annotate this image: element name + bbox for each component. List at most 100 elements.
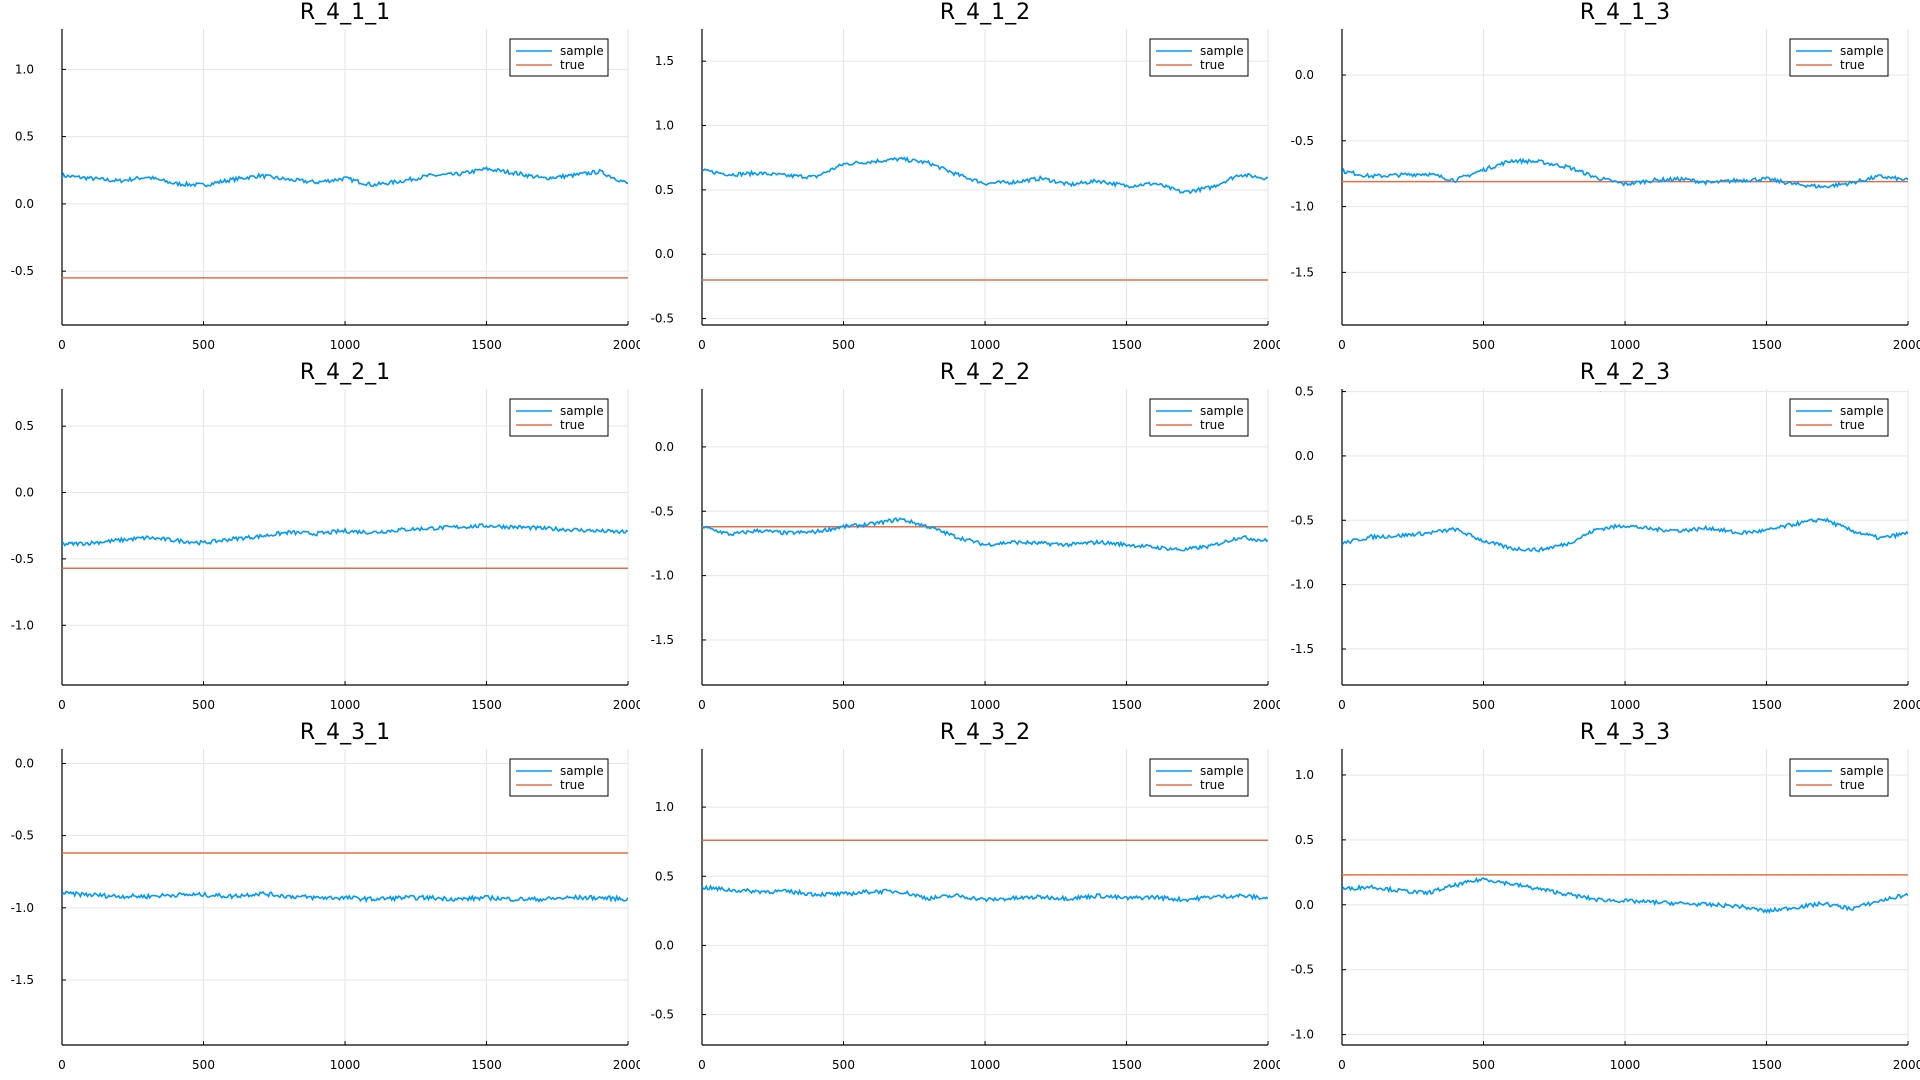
y-tick-label: 0.0: [655, 247, 674, 261]
x-tick-label: 2000: [1893, 338, 1920, 352]
x-tick-label: 0: [1338, 1058, 1346, 1072]
x-tick-label: 1000: [970, 698, 1001, 712]
legend-sample-label: sample: [560, 44, 604, 58]
x-tick-label: 1500: [1111, 1058, 1142, 1072]
x-tick-label: 500: [832, 338, 855, 352]
sample-series-line: [702, 156, 1268, 195]
sample-series-line: [702, 517, 1268, 552]
y-tick-label: 0.5: [655, 869, 674, 883]
legend-box: [509, 38, 609, 77]
y-tick-label: -0.5: [11, 264, 34, 278]
y-tick-label: 1.0: [655, 800, 674, 814]
x-tick-label: 2000: [1253, 698, 1280, 712]
x-tick-label: 2000: [1893, 698, 1920, 712]
legend-true-label: true: [1840, 778, 1865, 792]
x-tick-label: 1000: [330, 1058, 361, 1072]
subplot-title: R_4_1_1: [300, 0, 390, 25]
x-tick-label: 0: [698, 698, 706, 712]
y-tick-label: -1.0: [1291, 578, 1314, 592]
legend-box: [1789, 398, 1889, 437]
y-tick-label: -1.5: [651, 633, 674, 647]
y-tick-label: 0.5: [15, 130, 34, 144]
y-tick-label: 0.5: [655, 183, 674, 197]
legend-sample-label: sample: [1840, 404, 1884, 418]
sample-series-line: [62, 523, 628, 548]
legend-box: [1789, 38, 1889, 77]
y-tick-label: -1.0: [1291, 1028, 1314, 1042]
legend-box: [1789, 758, 1889, 797]
y-tick-label: 1.0: [655, 119, 674, 133]
y-tick-label: 0.5: [1295, 833, 1314, 847]
y-tick-label: -0.5: [11, 829, 34, 843]
sample-series-line: [1342, 157, 1908, 189]
x-tick-label: 500: [1472, 1058, 1495, 1072]
legend-sample-label: sample: [1200, 404, 1244, 418]
x-tick-label: 1000: [330, 698, 361, 712]
x-tick-label: 1500: [471, 698, 502, 712]
y-tick-label: 0.0: [1295, 898, 1314, 912]
legend-box: [1149, 38, 1249, 77]
legend-true-label: true: [1200, 778, 1225, 792]
x-tick-label: 1000: [970, 338, 1001, 352]
subplot-r-4-1-1: R_4_1_1 0 500 1000 1500 2000 -0.5 0.0 0.5 1.0 samp…: [0, 0, 640, 360]
y-tick-label: -0.5: [651, 1008, 674, 1022]
subplot-r-4-2-3: R_4_2_3 0 500 1000 1500 2000 -1.5 -1.0 -0.5 0.0 0.…: [1280, 360, 1920, 720]
x-tick-label: 1500: [1751, 338, 1782, 352]
legend-box: [509, 758, 609, 797]
legend-true-label: true: [1200, 418, 1225, 432]
y-tick-label: 1.5: [655, 54, 674, 68]
y-tick-label: 1.0: [15, 62, 34, 76]
y-tick-label: -1.0: [11, 901, 34, 915]
x-tick-label: 1500: [471, 1058, 502, 1072]
x-tick-label: 1000: [330, 338, 361, 352]
x-tick-label: 1500: [1111, 338, 1142, 352]
sample-series-line: [62, 890, 628, 904]
legend-box: [1149, 758, 1249, 797]
subplot-svg: R_4_1_3 0 500 1000 1500 2000 -1.5 -1.0 -0.5 0.0 sa…: [1291, 0, 1920, 352]
y-tick-label: 0.0: [15, 756, 34, 770]
subplot-svg: R_4_3_2 0 500 1000 1500 2000 -0.5 0.0 0.5 1.0 samp…: [651, 720, 1280, 1072]
subplot-r-4-3-3: R_4_3_3 0 500 1000 1500 2000 -1.0 -0.5 0.0 0.5 1.0…: [1280, 720, 1920, 1080]
x-tick-label: 0: [1338, 338, 1346, 352]
legend-sample-label: sample: [1840, 764, 1884, 778]
y-tick-label: -1.5: [1291, 642, 1314, 656]
sample-series-line: [1342, 517, 1908, 553]
subplot-title: R_4_1_2: [940, 0, 1030, 25]
y-tick-label: -0.5: [1291, 513, 1314, 527]
x-tick-label: 500: [832, 698, 855, 712]
legend-sample-label: sample: [1200, 764, 1244, 778]
x-tick-label: 1000: [1610, 338, 1641, 352]
x-tick-label: 1000: [1610, 1058, 1641, 1072]
subplot-svg: R_4_2_2 0 500 1000 1500 2000 -1.5 -1.0 -0.5 0.0 sa…: [651, 360, 1280, 712]
y-tick-label: 0.0: [15, 197, 34, 211]
x-tick-label: 0: [58, 1058, 66, 1072]
y-tick-label: -1.0: [651, 569, 674, 583]
legend-true-label: true: [560, 778, 585, 792]
y-tick-label: -1.0: [1291, 200, 1314, 214]
y-tick-label: 0.5: [1295, 385, 1314, 399]
y-tick-label: 0.0: [655, 938, 674, 952]
x-tick-label: 2000: [1893, 1058, 1920, 1072]
x-tick-label: 1000: [1610, 698, 1641, 712]
subplot-title: R_4_2_2: [940, 360, 1030, 385]
legend-box: [509, 398, 609, 437]
y-tick-label: 0.0: [1295, 68, 1314, 82]
subplot-title: R_4_3_1: [300, 720, 390, 745]
x-tick-label: 0: [1338, 698, 1346, 712]
y-tick-label: -1.0: [11, 618, 34, 632]
x-tick-label: 1500: [1111, 698, 1142, 712]
subplot-svg: R_4_2_3 0 500 1000 1500 2000 -1.5 -1.0 -0.5 0.0 0.…: [1291, 360, 1920, 712]
y-tick-label: -0.5: [651, 312, 674, 326]
subplot-svg: R_4_3_3 0 500 1000 1500 2000 -1.0 -0.5 0.0 0.5 1.0…: [1291, 720, 1920, 1072]
subplot-title: R_4_1_3: [1580, 0, 1670, 25]
x-tick-label: 2000: [1253, 338, 1280, 352]
subplot-r-4-3-1: R_4_3_1 0 500 1000 1500 2000 -1.5 -1.0 -0.5 0.0 sa…: [0, 720, 640, 1080]
x-tick-label: 2000: [613, 698, 640, 712]
